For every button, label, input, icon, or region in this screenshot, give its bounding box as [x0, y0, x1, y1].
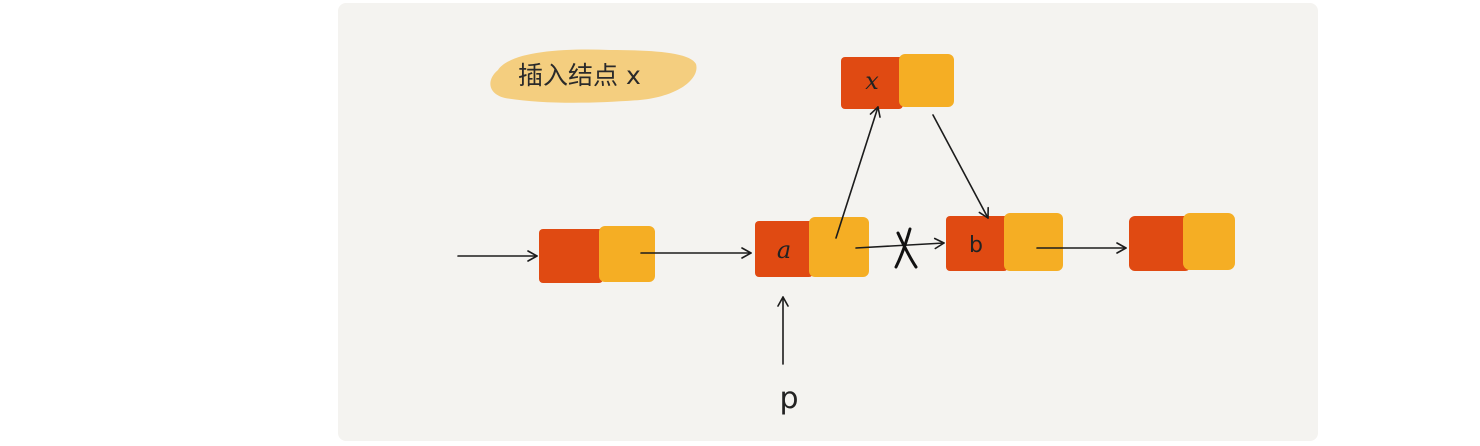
list-node [1129, 213, 1235, 271]
arrow-x-to-b [932, 114, 989, 219]
node-next-cell [1183, 213, 1235, 270]
node-next-cell [899, 54, 954, 107]
list-node-a: a [755, 217, 869, 277]
title-group: 插入结点 x [490, 49, 697, 103]
title-text: 插入结点 x [518, 61, 641, 90]
node-next-cell [1004, 213, 1063, 271]
node-data-cell [946, 216, 1008, 271]
arrow-a-to-b-removed [855, 237, 945, 250]
cross-out-mark [894, 227, 918, 269]
node-next-cell [599, 226, 655, 282]
list-node-b: b [946, 213, 1063, 271]
list-node [539, 226, 655, 283]
title-highlight [490, 49, 697, 103]
arrow-a-to-x [835, 106, 881, 239]
pointer-p-label: p [779, 381, 798, 416]
node-label: a [777, 236, 791, 264]
node-label: x [865, 67, 879, 95]
node-data-cell [841, 57, 903, 109]
node-data-cell [1129, 216, 1191, 271]
list-node-x: x [841, 54, 954, 109]
node-data-cell [755, 221, 813, 277]
node-data-cell [539, 229, 603, 283]
node-next-cell [809, 217, 869, 277]
node-label: b [969, 233, 983, 258]
